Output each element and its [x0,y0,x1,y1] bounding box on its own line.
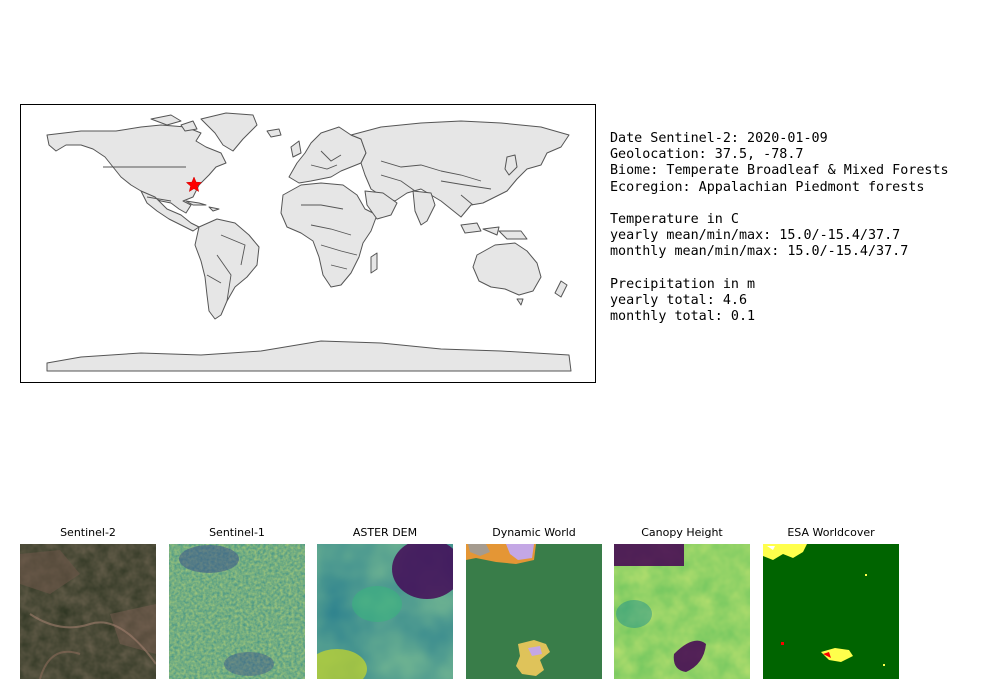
location-star-icon [185,176,203,193]
precipitation-header: Precipitation in m [610,276,756,292]
central-america [140,190,200,232]
panel-title-sentinel1: Sentinel-1 [209,526,265,539]
antarctica [46,340,572,372]
world-map [20,104,596,383]
ecoregion-line: Ecoregion: Appalachian Piedmont forests [610,179,925,195]
temperature-yearly-line: yearly mean/min/max: 15.0/-15.4/37.7 [610,228,901,244]
geolocation-line: Geolocation: 37.5, -78.7 [610,147,804,163]
sentinel1-image [169,544,305,679]
canopy-height-image [614,544,750,679]
panel-title-sentinel2: Sentinel-2 [60,526,116,539]
temperature-header: Temperature in C [610,212,739,227]
australia [472,242,542,296]
sentinel2-image [20,544,156,679]
world-map-svg [46,112,572,372]
aster-dem-image [317,544,453,679]
esa-worldcover-image [763,544,899,679]
panel-title-esa-worldcover: ESA Worldcover [787,526,875,539]
precipitation-monthly-line: monthly total: 0.1 [610,309,756,325]
panel-title-canopy-height: Canopy Height [641,526,723,539]
sentinel2-date-line: Date Sentinel-2: 2020-01-09 [610,131,828,146]
panel-title-dynamic-world: Dynamic World [492,526,576,539]
asia [350,120,570,218]
north-america [46,124,227,214]
greenland [200,112,258,152]
info-text-block: Date Sentinel-2: 2020-01-09 Geolocation: … [610,131,949,325]
biome-line: Biome: Temperate Broadleaf & Mixed Fores… [610,163,949,179]
precipitation-yearly-line: yearly total: 4.6 [610,293,748,308]
dynamic-world-image [466,544,602,679]
panel-title-aster-dem: ASTER DEM [352,526,418,539]
africa [280,182,378,288]
temperature-monthly-line: monthly mean/min/max: 15.0/-15.4/37.7 [610,244,909,260]
